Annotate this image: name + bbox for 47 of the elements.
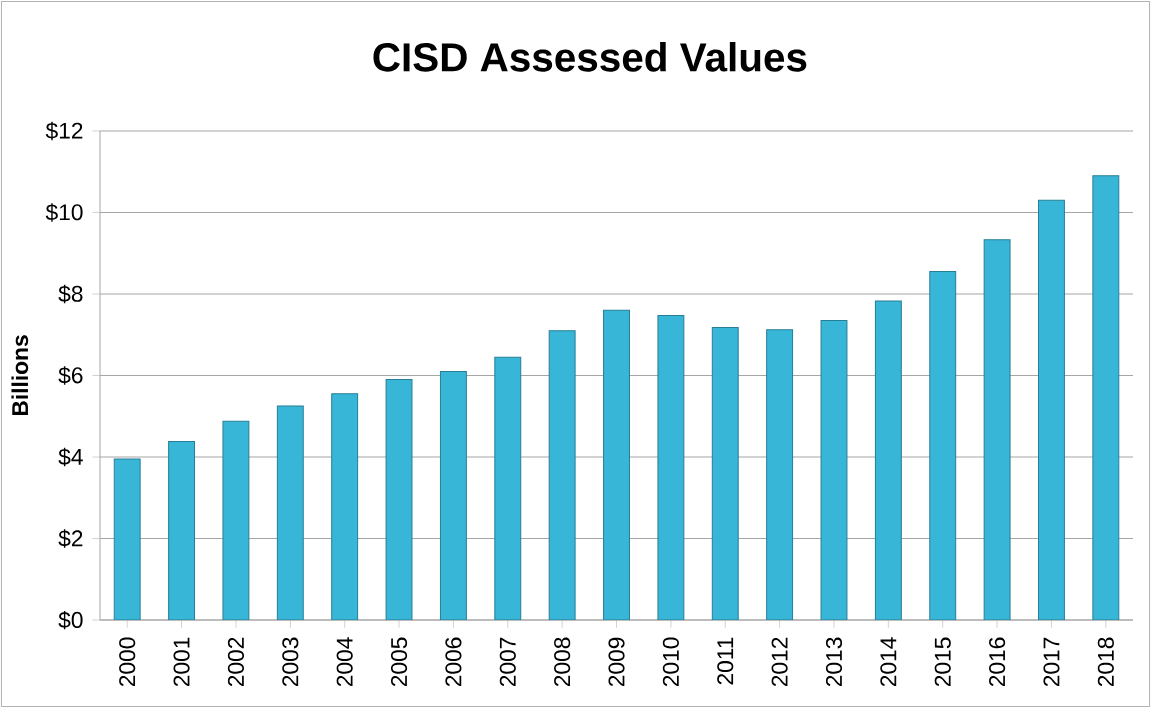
x-tick-label: 2000	[119, 637, 136, 687]
bar	[657, 315, 685, 621]
x-tick-label: 2012	[771, 637, 788, 687]
x-tick-label: 2007	[499, 637, 516, 687]
y-axis-title: Billions	[11, 335, 29, 416]
x-tick-label: 2009	[608, 637, 625, 687]
y-tick-label: $0	[58, 610, 83, 630]
bar	[494, 356, 522, 621]
bar	[222, 420, 250, 621]
bar	[929, 271, 957, 621]
chart-title: CISD Assessed Values	[373, 42, 807, 72]
x-tick-label: 2005	[390, 637, 408, 687]
x-tick-label: 2008	[554, 637, 571, 687]
x-tick-label: 2015	[934, 637, 951, 687]
bar	[983, 239, 1011, 621]
y-tick-label: $10	[45, 203, 83, 222]
bar	[603, 309, 630, 621]
bar	[168, 441, 196, 621]
bar	[820, 320, 848, 621]
x-tick-label: 2002	[227, 637, 244, 687]
bar	[276, 405, 304, 621]
x-tick-label: 2016	[989, 637, 1006, 687]
x-tick-label: 2014	[880, 637, 897, 687]
x-tick-label: 2006	[445, 637, 462, 687]
bar	[548, 330, 576, 621]
bar	[439, 370, 467, 621]
bar	[331, 393, 359, 621]
x-tick-label: 2003	[282, 637, 299, 687]
y-tick-label: $8	[58, 284, 83, 304]
y-tick-label: $2	[58, 529, 83, 548]
x-tick-label: 2004	[336, 637, 353, 687]
x-tick-label: 2013	[825, 637, 843, 687]
y-tick-label: $6	[58, 366, 83, 385]
bar	[113, 458, 141, 621]
x-tick-label: 2018	[1097, 637, 1114, 687]
x-tick-label: 2010	[662, 637, 679, 687]
x-tick-label: 2001	[173, 637, 190, 687]
y-tick-label: $12	[45, 121, 83, 141]
bar	[766, 329, 794, 621]
x-tick-label: 2011	[717, 637, 734, 685]
bar	[385, 379, 413, 621]
y-tick-label: $4	[58, 447, 83, 467]
bar	[1038, 199, 1065, 621]
bar	[711, 326, 739, 621]
bar	[874, 300, 902, 621]
x-tick-label: 2017	[1043, 637, 1060, 687]
bar	[1092, 175, 1120, 621]
